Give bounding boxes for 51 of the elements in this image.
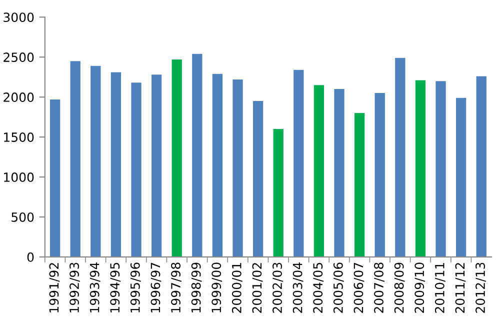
- y-tick-label: 2000: [4, 92, 34, 102]
- x-tick-label: 1997/98: [171, 262, 182, 312]
- x-tick-label: 2006/07: [354, 262, 364, 313]
- y-tick-label: 500: [12, 212, 34, 222]
- y-tick-label: 0: [27, 252, 34, 262]
- bar: [70, 61, 80, 257]
- bar: [90, 66, 101, 257]
- x-tick-label: 2001/02: [252, 263, 263, 313]
- x-tick-label: 2007/08: [374, 262, 384, 313]
- x-tick-label: 1992/93: [70, 262, 80, 312]
- y-tick-label: 1500: [4, 132, 34, 142]
- bar: [415, 80, 426, 257]
- bar: [294, 70, 304, 257]
- x-tick-label: 2010/11: [434, 262, 446, 313]
- bar: [436, 81, 446, 257]
- x-tick-label: 1995/96: [130, 262, 141, 312]
- x-tick-label: 1999/00: [212, 262, 222, 312]
- bar: [212, 74, 223, 257]
- x-tick-label: 2012/13: [476, 262, 486, 313]
- x-tick-label: 1993/94: [90, 262, 100, 312]
- x-tick-label: 2005/06: [333, 262, 344, 313]
- bar: [476, 76, 486, 257]
- y-tick-label: 3000: [4, 12, 34, 22]
- bar: [232, 79, 243, 257]
- x-tick-label: 2009/10: [414, 262, 426, 313]
- bar: [252, 101, 264, 257]
- x-tick-label: 2008/09: [394, 262, 405, 313]
- x-tick-label: 2000/01: [232, 262, 242, 313]
- y-tick-label: 2500: [4, 52, 34, 62]
- bar: [354, 113, 365, 257]
- bar: [334, 89, 344, 257]
- bar: [374, 93, 385, 257]
- bar: [273, 129, 284, 257]
- x-tick-label: 2004/05: [313, 262, 324, 313]
- bar: [172, 59, 182, 257]
- bar: [314, 85, 324, 257]
- x-tick-label: 2002/03: [272, 262, 283, 313]
- y-tick-label: 1000: [4, 172, 34, 182]
- bar: [395, 58, 406, 257]
- bar: [192, 54, 202, 257]
- bar: [456, 98, 466, 257]
- bar: [131, 82, 142, 257]
- x-tick-label: 2003/04: [292, 262, 304, 313]
- bar: [110, 72, 122, 257]
- x-tick-label: 1994/95: [110, 262, 121, 312]
- x-tick-label: 1998/99: [191, 262, 202, 312]
- x-tick-label: 1996/97: [150, 262, 162, 312]
- bar: [151, 74, 162, 257]
- x-tick-label: 1991/92: [49, 263, 60, 312]
- x-tick-label: 2011/12: [455, 263, 466, 313]
- bar: [50, 99, 60, 257]
